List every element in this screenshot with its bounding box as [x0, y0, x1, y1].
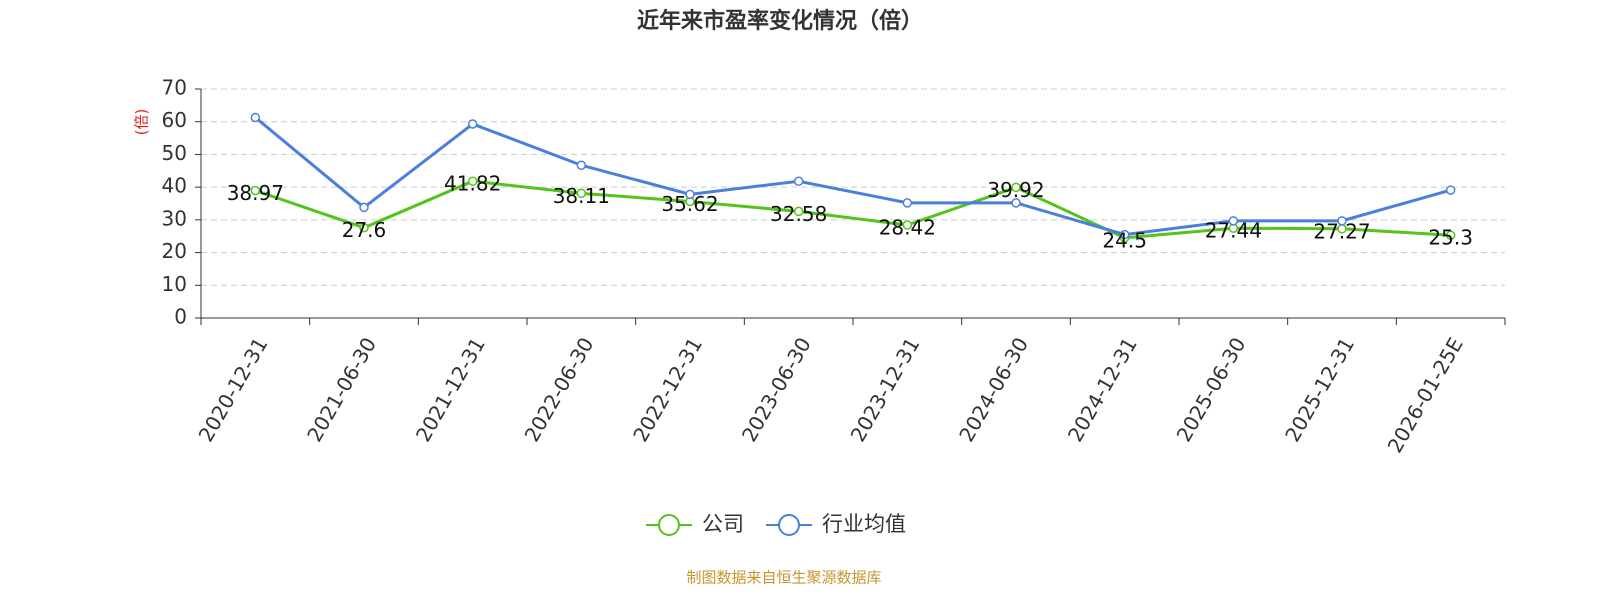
data-label: 38.11 [553, 184, 610, 208]
legend-label: 公司 [702, 512, 744, 536]
data-point [1119, 229, 1130, 240]
data-point [793, 206, 804, 217]
x-tick-label: 2022-06-30 [520, 333, 599, 446]
data-point [1228, 216, 1239, 226]
data-point [250, 112, 261, 123]
y-tick-label: 0 [174, 305, 187, 329]
chart-title: 近年来市盈率变化情况（倍） [637, 8, 923, 34]
y-axis-label: (倍) [133, 109, 151, 136]
data-point [359, 202, 369, 213]
data-label: 27.44 [1205, 219, 1262, 243]
data-point [467, 176, 478, 186]
data-point [1445, 185, 1456, 195]
source-note: 制图数据来自恒生聚源数据库 [686, 569, 881, 587]
data-point [1337, 216, 1347, 226]
data-point [359, 222, 369, 233]
data-point [1011, 182, 1021, 193]
x-tick-label: 2022-12-31 [628, 333, 707, 446]
data-label: 27.27 [1313, 219, 1370, 243]
data-point [793, 176, 804, 187]
y-tick-label: 40 [162, 174, 187, 198]
x-tick-label: 2024-12-31 [1063, 333, 1142, 446]
data-label: 35.62 [661, 192, 718, 216]
x-tick-label: 2020-12-31 [194, 333, 273, 446]
legend-marker [778, 514, 800, 536]
y-tick-label: 70 [162, 76, 187, 100]
data-label: 25.3 [1428, 226, 1473, 250]
data-label: 38.97 [227, 181, 284, 205]
series-line [254, 179, 1451, 240]
data-label: 27.6 [342, 218, 387, 242]
series-line [254, 116, 1452, 237]
x-tick-label: 2026-01-25E [1383, 333, 1468, 457]
x-tick-label: 2021-06-30 [302, 333, 381, 446]
y-tick-label: 20 [162, 239, 187, 263]
data-label: 28.42 [879, 216, 936, 240]
data-point [902, 198, 913, 208]
y-tick-label: 60 [162, 108, 187, 132]
data-point [250, 185, 261, 196]
data-label: 39.92 [987, 178, 1044, 202]
data-label: 41.82 [444, 172, 501, 196]
data-point [1011, 198, 1021, 208]
legend-marker [658, 514, 680, 536]
data-point [685, 189, 695, 200]
data-point [576, 188, 587, 199]
y-tick-label: 30 [162, 206, 187, 230]
data-point [902, 220, 913, 230]
y-tick-label: 10 [162, 272, 187, 296]
x-tick-label: 2025-12-31 [1280, 333, 1359, 446]
data-label: 32.58 [770, 202, 827, 226]
y-tick-label: 50 [162, 141, 187, 165]
legend-label: 行业均值 [822, 512, 906, 536]
x-tick-label: 2021-12-31 [411, 333, 490, 446]
data-point [467, 119, 478, 129]
x-tick-label: 2023-06-30 [737, 333, 816, 446]
data-point [576, 160, 587, 170]
x-tick-label: 2024-06-30 [954, 333, 1033, 446]
x-tick-label: 2025-06-30 [1172, 333, 1251, 446]
data-point [1445, 230, 1456, 240]
data-label: 24.5 [1102, 228, 1147, 252]
x-tick-label: 2023-12-31 [846, 333, 925, 446]
